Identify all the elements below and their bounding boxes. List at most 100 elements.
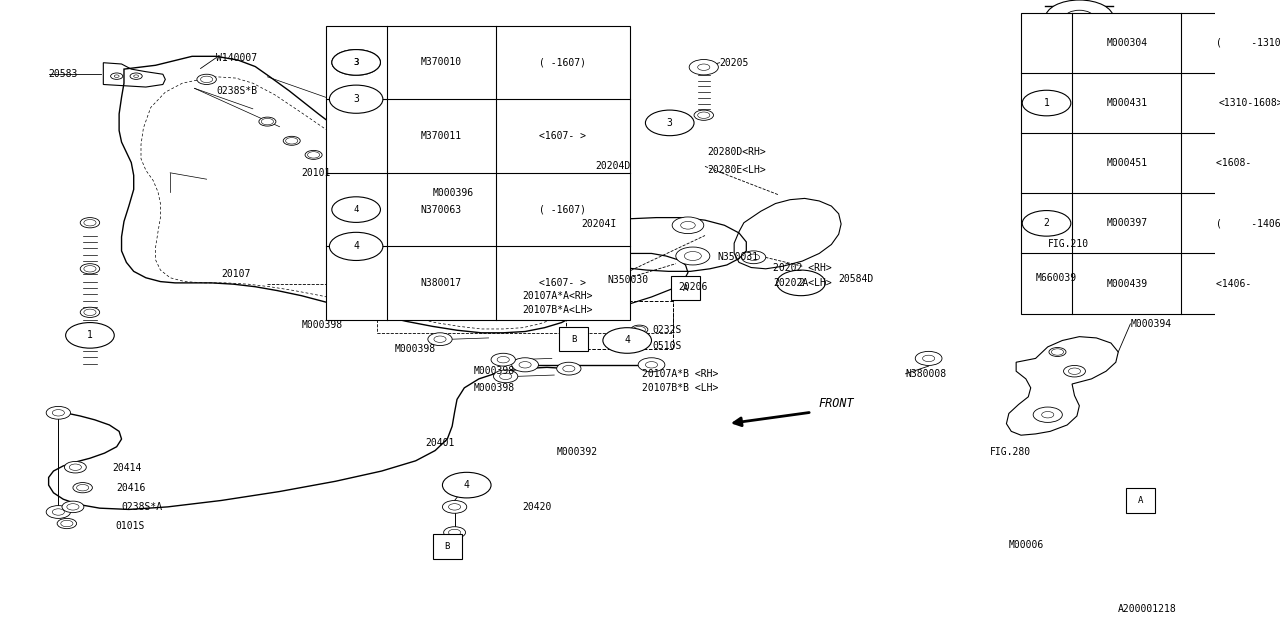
Text: M660039: M660039 [1036,273,1076,283]
Text: 2: 2 [797,278,804,288]
Text: 20202 <RH>: 20202 <RH> [773,262,832,273]
Circle shape [923,355,934,362]
Bar [671,276,700,300]
Text: <1608-     >: <1608- > [1216,158,1280,168]
Circle shape [65,323,114,348]
Text: M000398: M000398 [396,344,436,355]
Text: M000451: M000451 [1106,158,1147,168]
Text: 3: 3 [667,118,673,128]
Text: 4: 4 [625,335,630,346]
Text: M000394: M000394 [1130,319,1171,329]
Circle shape [672,217,704,234]
Text: 4: 4 [353,241,360,252]
Text: 0238S*B: 0238S*B [216,86,257,96]
Circle shape [494,370,518,383]
Text: ( -1607): ( -1607) [539,58,586,67]
Circle shape [84,309,96,316]
Circle shape [634,340,645,347]
Circle shape [631,325,648,334]
Text: N380008: N380008 [905,369,947,379]
Text: 20416: 20416 [116,483,146,493]
Text: W140007: W140007 [216,52,257,63]
Circle shape [689,60,718,75]
Circle shape [443,472,492,498]
Text: 3: 3 [353,58,358,67]
Text: 20401: 20401 [425,438,454,448]
Text: 20204D: 20204D [595,161,631,172]
Circle shape [347,175,364,184]
Circle shape [443,500,467,513]
Circle shape [1050,348,1066,356]
Circle shape [69,464,82,470]
Circle shape [448,529,461,536]
Circle shape [645,362,658,368]
Circle shape [1042,412,1053,418]
Circle shape [1023,211,1071,236]
Circle shape [285,138,298,144]
Text: ( -1607): ( -1607) [539,205,586,214]
Circle shape [60,520,73,527]
Text: N350031: N350031 [717,252,758,262]
Text: 20414: 20414 [111,463,141,474]
Text: 20107A*B <RH>: 20107A*B <RH> [641,369,718,379]
Circle shape [349,176,361,182]
Circle shape [307,152,320,158]
Text: M000398: M000398 [302,320,343,330]
Circle shape [81,218,100,228]
Circle shape [456,232,472,241]
Circle shape [197,74,216,84]
Text: <1607- >: <1607- > [539,278,586,288]
Text: FRONT: FRONT [818,397,854,410]
Circle shape [531,271,543,277]
Circle shape [681,221,695,229]
Circle shape [1069,368,1080,374]
Circle shape [329,232,383,260]
Circle shape [594,281,607,287]
Circle shape [645,110,694,136]
Text: N370063: N370063 [421,205,462,214]
Circle shape [1046,0,1114,36]
Circle shape [61,501,84,513]
Circle shape [1033,407,1062,422]
Text: 20280E<LH>: 20280E<LH> [708,164,767,175]
Circle shape [46,506,70,518]
Circle shape [698,64,710,70]
Circle shape [114,75,119,77]
Circle shape [283,136,301,145]
Text: 3: 3 [353,58,358,67]
Text: 20420: 20420 [522,502,552,512]
Circle shape [685,252,701,260]
Circle shape [261,118,274,125]
Circle shape [369,310,380,317]
Text: A200001218: A200001218 [1117,604,1176,614]
Circle shape [420,214,431,221]
Text: FIG.280: FIG.280 [989,447,1030,457]
Circle shape [1064,365,1085,377]
Circle shape [553,285,570,294]
Circle shape [494,252,512,260]
Text: 20107B*A<LH>: 20107B*A<LH> [522,305,593,315]
Circle shape [67,504,79,510]
Circle shape [380,194,393,200]
Text: 4: 4 [463,480,470,490]
Text: N380017: N380017 [421,278,462,288]
Text: M000398: M000398 [474,366,515,376]
Circle shape [557,362,581,375]
Circle shape [110,73,123,79]
Circle shape [518,362,531,368]
Circle shape [748,254,759,260]
Text: 20584D: 20584D [838,274,874,284]
Text: B: B [444,542,451,551]
Circle shape [73,483,92,493]
Circle shape [362,307,387,320]
Circle shape [448,504,461,510]
Text: 2: 2 [1043,218,1050,228]
Text: M000304: M000304 [1106,38,1147,48]
Text: 20205: 20205 [719,58,749,68]
Circle shape [428,333,452,346]
Circle shape [1023,90,1071,116]
Text: M370011: M370011 [421,131,462,141]
Text: 0510S: 0510S [653,340,682,351]
Circle shape [444,527,466,538]
Text: 1: 1 [87,330,93,340]
